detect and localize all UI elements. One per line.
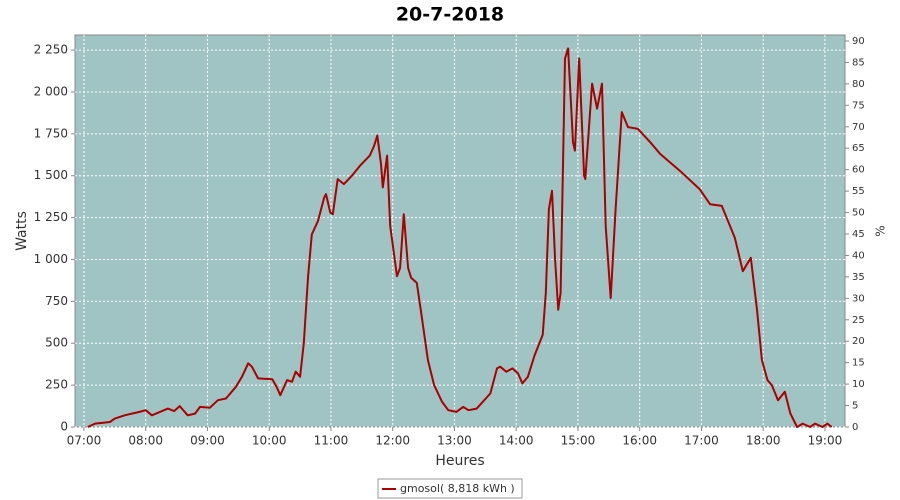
y2-tick-label: 25 [852, 315, 865, 326]
y2-tick-label: 85 [852, 57, 865, 68]
y-tick-label: 1 000 [34, 252, 68, 266]
y2-tick-label: 35 [852, 272, 865, 283]
x-axis-label: Heures [435, 453, 484, 469]
x-tick-label: 11:00 [314, 434, 349, 448]
plot-area [74, 34, 846, 428]
x-tick-label: 12:00 [375, 434, 410, 448]
y2-axis-label: % [874, 225, 888, 236]
x-tick-label: 10:00 [252, 434, 287, 448]
y2-tick-label: 10 [852, 379, 865, 390]
x-tick-label: 07:00 [67, 434, 102, 448]
y2-tick-label: 15 [852, 358, 865, 369]
y2-tick-label: 55 [852, 186, 865, 197]
x-tick-label: 19:00 [808, 434, 843, 448]
x-tick-label: 13:00 [437, 434, 472, 448]
x-tick-label: 18:00 [746, 434, 781, 448]
y2-tick-label: 90 [852, 36, 865, 47]
x-tick-label: 15:00 [561, 434, 596, 448]
y-tick-label: 500 [45, 336, 68, 350]
y-tick-label: 2 250 [34, 43, 68, 57]
y2-tick-label: 5 [852, 401, 858, 412]
data-line [87, 47, 833, 428]
x-tick-label: 08:00 [128, 434, 163, 448]
y2-tick-label: 65 [852, 143, 865, 154]
y-tick-label: 0 [60, 420, 68, 434]
x-tick-label: 16:00 [622, 434, 657, 448]
y2-tick-label: 30 [852, 293, 865, 304]
y2-tick-label: 40 [852, 250, 865, 261]
legend-label: gmosol( 8,818 kWh ) [400, 482, 515, 495]
y-tick-label: 1 250 [34, 210, 68, 224]
x-tick-label: 17:00 [684, 434, 719, 448]
x-tick-label: 14:00 [499, 434, 534, 448]
y2-tick-label: 45 [852, 229, 865, 240]
y2-tick-label: 60 [852, 165, 865, 176]
y-tick-label: 250 [45, 378, 68, 392]
y-tick-label: 1 750 [34, 126, 68, 140]
x-tick-label: 09:00 [190, 434, 225, 448]
y2-tick-label: 75 [852, 100, 865, 111]
y-axis-label: Watts [14, 211, 30, 251]
y2-tick-label: 50 [852, 208, 865, 219]
legend-box [377, 478, 523, 499]
y2-tick-label: 0 [852, 422, 858, 433]
y2-tick-label: 70 [852, 122, 865, 133]
y2-tick-label: 80 [852, 79, 865, 90]
y2-tick-label: 20 [852, 336, 865, 347]
y-tick-label: 2 000 [34, 84, 68, 98]
chart-title: 20-7-2018 [396, 4, 504, 26]
y-tick-label: 1 500 [34, 168, 68, 182]
y-tick-label: 750 [45, 294, 68, 308]
